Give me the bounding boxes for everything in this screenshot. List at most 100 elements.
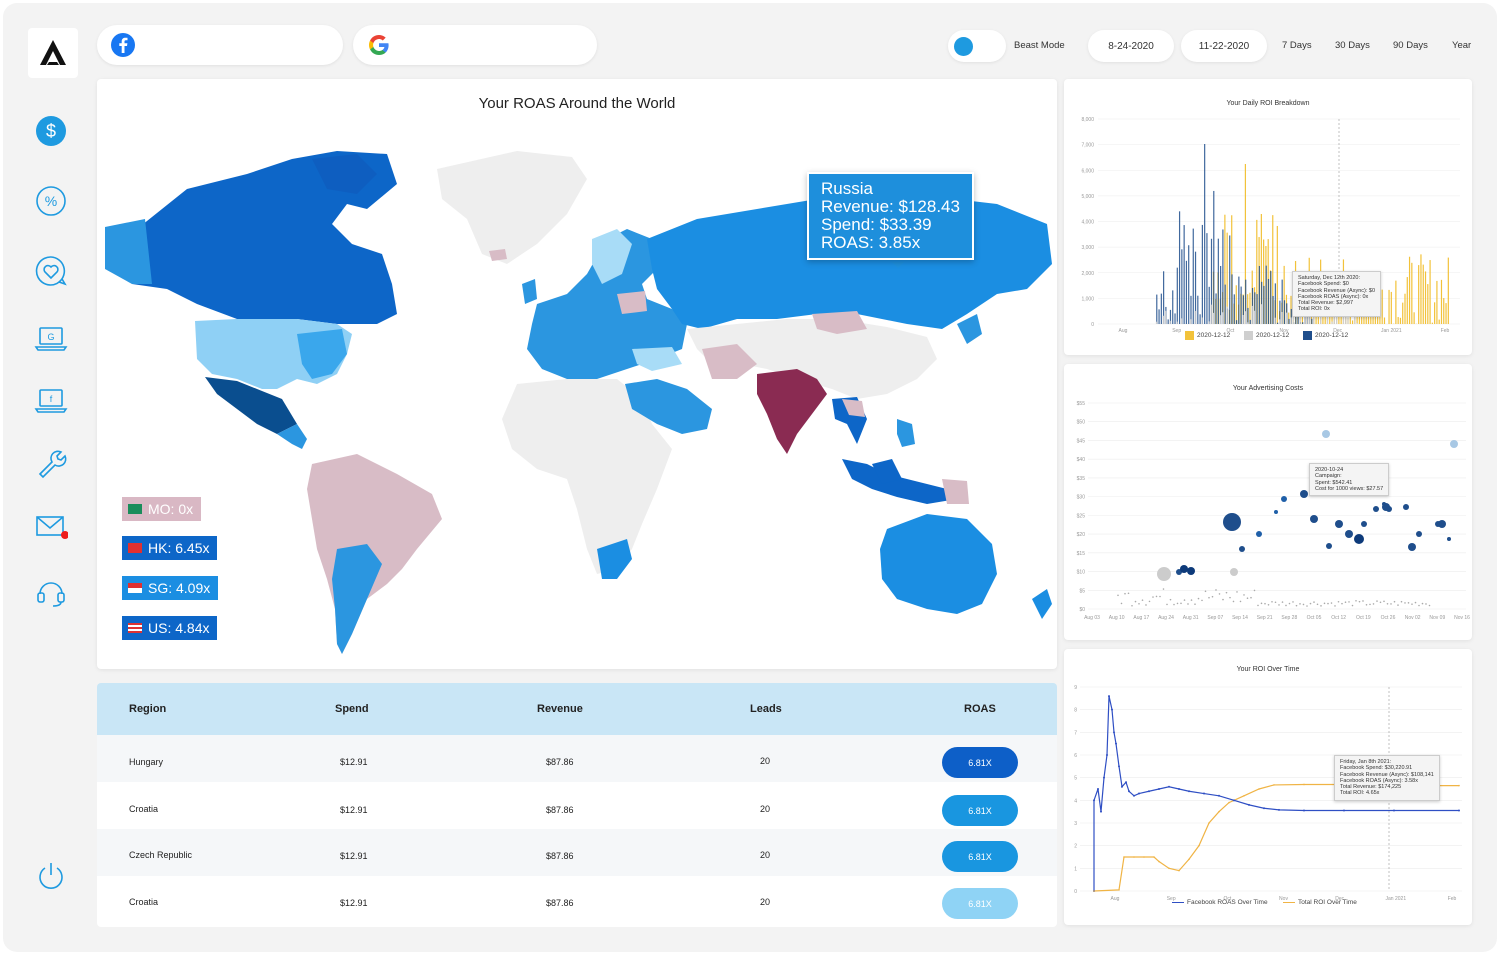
legend-item[interactable]: 2020-12-12 xyxy=(1303,331,1348,340)
badge-mo[interactable]: MO: 0x xyxy=(122,497,202,521)
table-row[interactable]: Czech Republic $12.91 $87.86 20 6.81X xyxy=(97,829,1057,876)
range-90-days[interactable]: 90 Days xyxy=(1393,40,1428,51)
scatter-point-small xyxy=(1404,602,1406,604)
cell-revenue: $87.86 xyxy=(546,898,574,908)
bar-spend xyxy=(1208,321,1210,324)
header-revenue[interactable]: Revenue xyxy=(537,703,583,715)
series-point xyxy=(1097,788,1099,790)
ad-costs-chart[interactable]: $55 $50 $45 $40 $35 $30 $25 $20 $15 $10 $5 $0 Aug 03… xyxy=(1064,364,1472,640)
percent-icon[interactable]: % xyxy=(33,183,69,219)
table-row[interactable]: Croatia $12.91 $87.86 20 6.81X xyxy=(97,876,1057,923)
bar-revenue xyxy=(1431,322,1433,324)
bar-roas xyxy=(1206,233,1208,324)
y-tick-label: $30 xyxy=(1077,495,1086,501)
google-account-field[interactable] xyxy=(353,25,597,65)
y-tick-label: 1,000 xyxy=(1081,296,1094,302)
facebook-account-field[interactable] xyxy=(97,25,343,65)
range-30-days[interactable]: 30 Days xyxy=(1335,40,1370,51)
svg-text:G: G xyxy=(47,332,54,342)
badge-us[interactable]: US: 4.84x xyxy=(122,616,218,640)
scatter-point-small xyxy=(1344,601,1347,604)
roas-button[interactable]: 6.81X xyxy=(942,888,1018,919)
table-row[interactable]: Croatia $12.91 $87.86 20 6.81X xyxy=(97,782,1057,829)
x-tick-label: Dec xyxy=(1335,896,1344,902)
bar-spend xyxy=(1274,317,1276,324)
scatter-point-small xyxy=(1225,591,1228,594)
series-point xyxy=(1121,785,1123,788)
bar-revenue xyxy=(1340,314,1342,324)
bar-revenue xyxy=(1395,280,1397,324)
roas-button[interactable]: 6.81X xyxy=(942,747,1018,778)
power-icon[interactable] xyxy=(33,858,69,894)
tip-line: Cost for 1000 views: $27.57 xyxy=(1315,485,1384,492)
roas-button[interactable]: 6.81X xyxy=(942,841,1018,872)
range-7-days[interactable]: 7 Days xyxy=(1282,40,1312,51)
series-point xyxy=(1143,856,1145,858)
tip-line: Facebook Revenue (Async): $108,141 xyxy=(1340,771,1434,778)
scatter-point-small xyxy=(1414,601,1417,604)
header-leads[interactable]: Leads xyxy=(750,703,782,715)
scatter-point-small xyxy=(1355,599,1357,602)
scatter-point-small xyxy=(1386,602,1389,605)
google-laptop-icon[interactable]: G xyxy=(33,321,69,357)
cell-revenue: $87.86 xyxy=(546,851,574,861)
map-iceland xyxy=(489,249,507,261)
sidebar: $ % G f xyxy=(3,3,103,952)
legend-item[interactable]: 2020-12-12 xyxy=(1244,331,1289,340)
scatter-point xyxy=(1274,510,1278,514)
legend-item[interactable]: 2020-12-12 xyxy=(1185,331,1230,340)
bar-spend xyxy=(1244,311,1246,324)
heart-chat-icon[interactable] xyxy=(33,253,69,289)
facebook-laptop-icon[interactable]: f xyxy=(33,383,69,419)
bar-revenue xyxy=(1434,302,1436,324)
table-row[interactable]: Hungary $12.91 $87.86 20 6.81X xyxy=(97,735,1057,782)
bar-roas xyxy=(1158,309,1160,324)
scatter-point xyxy=(1180,565,1188,573)
bar-revenue xyxy=(1256,219,1258,324)
bar-roas xyxy=(1167,319,1169,324)
roas-button[interactable]: 6.81X xyxy=(942,795,1018,826)
beast-mode-toggle[interactable] xyxy=(948,30,1006,62)
scatter-point xyxy=(1382,503,1390,511)
scatter-point-small xyxy=(1131,604,1133,607)
app-logo[interactable] xyxy=(28,28,78,78)
scatter-point-small xyxy=(1299,603,1301,605)
y-tick-label: 5 xyxy=(1074,776,1077,782)
x-tick-label: Nov 02 xyxy=(1405,615,1421,621)
scatter-point-small xyxy=(1400,600,1403,603)
legend-item[interactable]: Facebook ROAS Over Time xyxy=(1172,899,1268,906)
bar-spend xyxy=(1260,304,1262,324)
x-tick-label: Aug xyxy=(1119,328,1128,334)
y-tick-label: $5 xyxy=(1079,588,1085,594)
world-map[interactable] xyxy=(97,79,1057,669)
scatter-point xyxy=(1281,496,1287,502)
y-tick-label: $15 xyxy=(1077,551,1086,557)
cell-leads: 20 xyxy=(760,850,771,860)
headset-icon[interactable] xyxy=(33,573,69,609)
header-roas[interactable]: ROAS xyxy=(964,703,996,715)
legend-item[interactable]: Total ROI Over Time xyxy=(1283,899,1357,906)
wrench-icon[interactable] xyxy=(33,445,69,481)
x-tick-label: Sep 28 xyxy=(1281,615,1297,621)
scatter-point-small xyxy=(1145,604,1147,606)
mail-icon[interactable] xyxy=(33,508,69,544)
bar-roas xyxy=(1274,283,1276,324)
date-end-field[interactable]: 11-22-2020 xyxy=(1181,30,1267,62)
date-start-field[interactable]: 8-24-2020 xyxy=(1088,30,1174,62)
series-point xyxy=(1128,790,1130,793)
series-point xyxy=(1188,790,1190,793)
bar-revenue xyxy=(1445,303,1447,324)
dollar-icon[interactable]: $ xyxy=(33,113,69,149)
badge-hk[interactable]: HK: 6.45x xyxy=(122,536,218,560)
tip-line: Facebook ROAS (Async): 3.58x xyxy=(1340,777,1418,784)
badge-sg[interactable]: SG: 4.09x xyxy=(122,576,219,600)
scatter-point-small xyxy=(1159,595,1161,598)
range-year[interactable]: Year xyxy=(1452,40,1472,51)
header-region[interactable]: Region xyxy=(129,703,167,715)
bar-roas xyxy=(1160,293,1162,324)
daily-roi-chart[interactable]: 8,000 7,000 6,000 5,000 4,000 3,000 2,000 1,000… xyxy=(1064,79,1472,355)
header-spend[interactable]: Spend xyxy=(335,703,369,715)
daily-roi-title: Your Daily ROI Breakdown xyxy=(1226,100,1310,107)
bar-spend xyxy=(1308,315,1310,324)
y-tick-label: $20 xyxy=(1077,532,1086,538)
